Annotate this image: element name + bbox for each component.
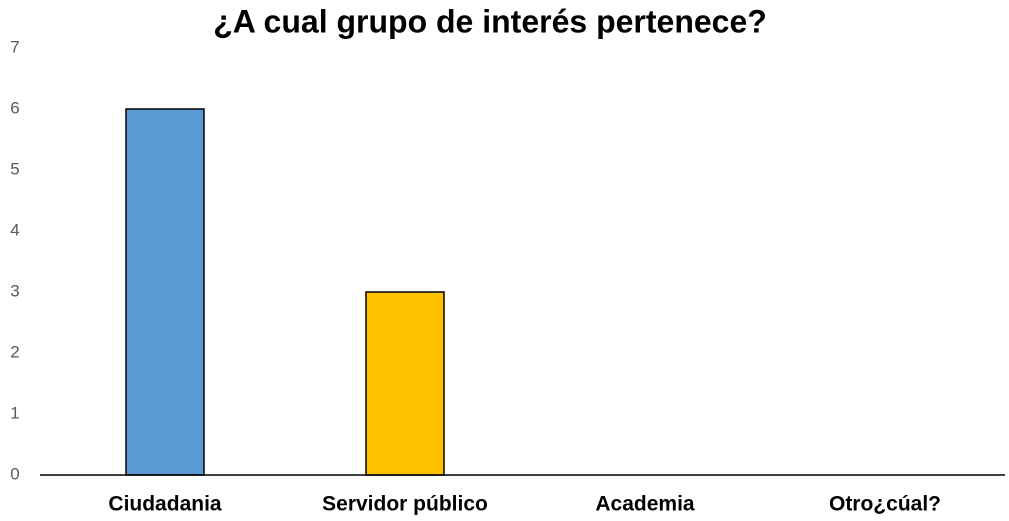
y-tick-label: 5 (10, 159, 19, 178)
x-tick-label: Ciudadania (108, 493, 222, 516)
x-tick-label: Otro¿cúal? (829, 493, 941, 516)
y-tick-label: 7 (10, 37, 19, 56)
y-tick-label: 6 (10, 98, 19, 117)
x-tick-label: Servidor público (322, 493, 488, 516)
x-tick-label: Academia (595, 493, 695, 516)
bar (365, 291, 445, 476)
bar (125, 108, 205, 476)
chart-title: ¿A cual grupo de interés pertenece? (213, 3, 767, 39)
y-tick-label: 0 (10, 464, 19, 483)
y-tick-label: 2 (10, 342, 19, 361)
y-tick-label: 1 (10, 403, 19, 422)
y-tick-label: 3 (10, 281, 19, 300)
y-tick-label: 4 (10, 220, 19, 239)
